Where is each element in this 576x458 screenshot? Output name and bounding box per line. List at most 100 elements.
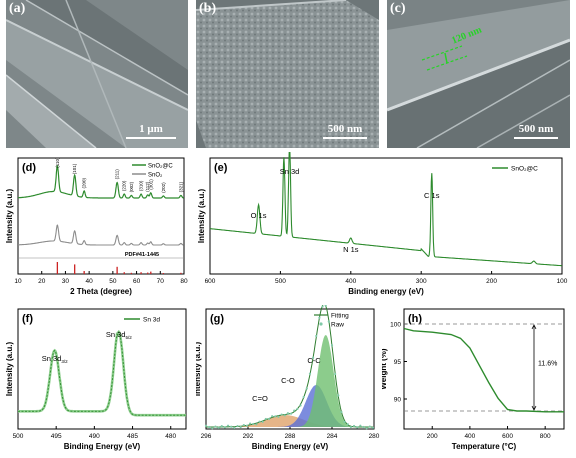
x-tick-label-e-3: 300 bbox=[416, 278, 427, 285]
y-tick-label-h-0: 90 bbox=[394, 397, 402, 404]
y-axis-label-h: Weight (%) bbox=[382, 348, 388, 390]
raw-point-g-51 bbox=[258, 420, 261, 423]
sem-image-c bbox=[387, 0, 570, 148]
plot-frame-d bbox=[17, 157, 185, 275]
scale-text-a: 1 μm bbox=[139, 123, 163, 135]
panel-label-h: (h) bbox=[408, 313, 422, 325]
chart-g-c1s: (g) 296 292 288 284 280 Binding Energy (eV) Int… bbox=[196, 305, 380, 451]
peak-label-d-5: (002) bbox=[129, 181, 134, 192]
peak-label-d-9: (202) bbox=[161, 182, 166, 193]
raw-point-g-132 bbox=[343, 420, 346, 423]
peak-label-e-1: Sn 3d bbox=[280, 167, 300, 176]
raw-point-g-66 bbox=[274, 415, 277, 418]
x-axis-label-e: Binding energy (eV) bbox=[348, 287, 424, 296]
x-tick-label-e-4: 200 bbox=[486, 278, 497, 285]
series-f-fit bbox=[18, 331, 186, 416]
raw-point-g-78 bbox=[286, 412, 289, 415]
raw-point-g-0 bbox=[204, 424, 208, 427]
raw-point-g-63 bbox=[271, 415, 274, 418]
x-tick-label-d-0: 10 bbox=[14, 278, 22, 285]
series-d-sno2c bbox=[18, 164, 184, 199]
legend-label-f-0: Sn 3d bbox=[143, 317, 160, 324]
legend-label-g-0: Fitting bbox=[331, 313, 349, 320]
raw-point-g-111 bbox=[321, 305, 324, 308]
peak-label-d-8: (301) bbox=[148, 179, 153, 190]
raw-point-g-57 bbox=[264, 417, 267, 421]
raw-point-g-60 bbox=[267, 417, 271, 421]
x-axis-label-f: Binding Energy (eV) bbox=[64, 442, 141, 451]
component-area-g-0 bbox=[206, 335, 374, 427]
raw-point-g-159 bbox=[371, 426, 375, 429]
raw-point-g-90 bbox=[299, 404, 302, 407]
raw-point-g-105 bbox=[315, 334, 318, 338]
panel-label-b: (b) bbox=[199, 1, 217, 16]
peak-label-e-0: O 1s bbox=[251, 211, 267, 220]
x-tick-label-d-2: 30 bbox=[62, 278, 70, 285]
raw-point-g-33 bbox=[239, 425, 242, 429]
legend-label-d-1: SnO₂ bbox=[148, 173, 163, 179]
legend-label-e-0: SnO₂@C bbox=[511, 166, 538, 173]
raw-point-g-147 bbox=[359, 424, 362, 427]
raw-point-g-39 bbox=[245, 424, 249, 427]
x-tick-label-g-2: 288 bbox=[285, 433, 296, 440]
raw-point-g-153 bbox=[365, 427, 368, 430]
peak-label-d-6: (310) bbox=[139, 180, 144, 191]
raw-point-g-141 bbox=[352, 424, 356, 428]
raw-point-g-3 bbox=[208, 425, 211, 429]
x-axis-label-d: 2 Theta (degree) bbox=[70, 287, 132, 296]
peak-label-f-1: Sn 3d5/2 bbox=[106, 330, 132, 340]
panel-label-d: (d) bbox=[22, 162, 36, 174]
legend-label-d-0: SnO₂@C bbox=[148, 164, 173, 170]
raw-point-g-126 bbox=[337, 394, 340, 397]
raw-point-g-75 bbox=[283, 414, 286, 417]
component-label-g-0: C-C bbox=[307, 356, 321, 365]
raw-point-g-93 bbox=[302, 395, 305, 399]
raw-point-g-84 bbox=[293, 409, 296, 412]
scale-line-c bbox=[514, 137, 558, 139]
peak-label-d-10: (321) bbox=[178, 181, 183, 192]
raw-point-g-120 bbox=[330, 344, 334, 347]
raw-point-g-24 bbox=[230, 425, 233, 428]
series-g-fitting bbox=[206, 305, 373, 428]
raw-point-g-102 bbox=[312, 356, 315, 359]
raw-point-g-87 bbox=[296, 407, 299, 411]
raw-point-g-144 bbox=[356, 426, 359, 429]
component-label-g-2: C=O bbox=[252, 394, 268, 403]
raw-point-g-129 bbox=[340, 410, 343, 414]
raw-point-g-150 bbox=[362, 425, 365, 429]
sem-image-a bbox=[6, 0, 188, 148]
panel-label-g: (g) bbox=[210, 313, 224, 325]
arrow-head-h-down bbox=[531, 405, 537, 411]
plot-frame-f bbox=[17, 308, 187, 430]
scale-line-b bbox=[323, 137, 367, 139]
x-tick-label-e-0: 600 bbox=[205, 278, 216, 285]
sem-panel-c: 120 nm (c) 500 nm bbox=[387, 0, 570, 148]
raw-point-g-69 bbox=[277, 415, 280, 418]
x-tick-label-d-6: 70 bbox=[157, 278, 165, 285]
x-tick-label-f-3: 485 bbox=[127, 433, 138, 440]
x-tick-label-g-1: 292 bbox=[243, 433, 254, 440]
component-label-g-1: C-O bbox=[281, 376, 295, 385]
y-axis-label-d: Intensity (a.u.) bbox=[5, 189, 14, 244]
raw-point-g-6 bbox=[211, 427, 214, 430]
raw-point-g-12 bbox=[217, 426, 220, 429]
legend-label-g-1: Raw bbox=[331, 322, 344, 329]
panel-label-e: (e) bbox=[214, 162, 228, 174]
x-tick-label-e-1: 500 bbox=[275, 278, 286, 285]
series-d-sno2 bbox=[18, 224, 184, 246]
x-tick-label-g-0: 296 bbox=[201, 433, 212, 440]
peak-label-d-2: (200) bbox=[82, 177, 87, 188]
x-tick-label-h-2: 600 bbox=[502, 433, 513, 440]
raw-point-g-138 bbox=[349, 425, 352, 429]
x-tick-label-f-2: 490 bbox=[89, 433, 100, 440]
peak-label-d-1: (101) bbox=[72, 163, 77, 174]
raw-point-g-15 bbox=[220, 425, 223, 428]
x-tick-label-f-1: 495 bbox=[51, 433, 62, 440]
raw-point-g-30 bbox=[236, 424, 239, 428]
x-tick-label-d-3: 40 bbox=[86, 278, 94, 285]
x-tick-label-h-3: 800 bbox=[540, 433, 551, 440]
raw-point-g-81 bbox=[289, 412, 293, 415]
peak-label-d-3: (211) bbox=[115, 169, 120, 180]
peak-label-e-2: N 1s bbox=[343, 245, 359, 254]
raw-point-g-27 bbox=[233, 426, 236, 429]
